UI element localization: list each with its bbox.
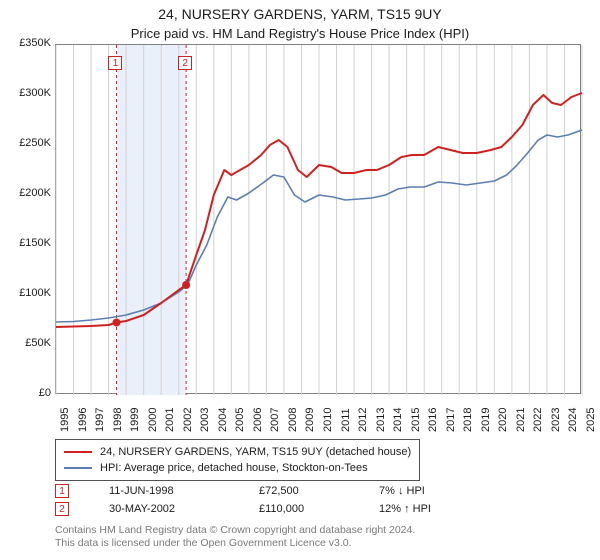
legend-box: 24, NURSERY GARDENS, YARM, TS15 9UY (det… (55, 439, 420, 481)
x-tick-label: 2002 (182, 400, 194, 432)
x-tick-label: 2001 (164, 400, 176, 432)
x-tick-label: 1995 (59, 400, 71, 432)
y-tick-label: £350K (7, 37, 51, 49)
x-tick-label: 2021 (515, 400, 527, 432)
x-tick-label: 2016 (427, 400, 439, 432)
sales-row-date: 11-JUN-1998 (109, 485, 219, 497)
footer-line1: Contains HM Land Registry data © Crown c… (55, 524, 415, 537)
x-tick-label: 2015 (410, 400, 422, 432)
sales-row-delta: 12% ↑ HPI (379, 503, 431, 515)
x-tick-label: 2003 (199, 400, 211, 432)
legend-item-series2: HPI: Average price, detached house, Stoc… (64, 460, 411, 476)
legend-swatch-series2 (64, 467, 92, 469)
y-tick-label: £150K (7, 237, 51, 249)
sales-row-date: 30-MAY-2002 (109, 503, 219, 515)
x-tick-label: 2005 (234, 400, 246, 432)
sales-row-price: £72,500 (259, 485, 339, 497)
legend-label-series2: HPI: Average price, detached house, Stoc… (100, 462, 368, 474)
y-tick-label: £100K (7, 287, 51, 299)
x-tick-label: 2006 (252, 400, 264, 432)
y-tick-label: £50K (7, 337, 51, 349)
chart-titles: 24, NURSERY GARDENS, YARM, TS15 9UY Pric… (0, 0, 600, 42)
footer-attribution: Contains HM Land Registry data © Crown c… (55, 524, 415, 550)
sale-marker-dot (112, 319, 120, 327)
x-tick-label: 2025 (585, 400, 597, 432)
x-tick-label: 1998 (112, 400, 124, 432)
x-tick-label: 2018 (462, 400, 474, 432)
x-tick-label: 2014 (392, 400, 404, 432)
x-tick-label: 2000 (147, 400, 159, 432)
chart-title-address: 24, NURSERY GARDENS, YARM, TS15 9UY (0, 6, 600, 24)
x-tick-label: 2020 (497, 400, 509, 432)
sales-row: 2 30-MAY-2002 £110,000 12% ↑ HPI (55, 500, 431, 518)
x-tick-label: 2023 (550, 400, 562, 432)
x-tick-label: 2009 (304, 400, 316, 432)
y-tick-label: £250K (7, 137, 51, 149)
x-tick-label: 2007 (269, 400, 281, 432)
sale-marker-box: 1 (108, 56, 122, 70)
legend-item-series1: 24, NURSERY GARDENS, YARM, TS15 9UY (det… (64, 444, 411, 460)
y-tick-label: £0 (7, 387, 51, 399)
x-tick-label: 1996 (77, 400, 89, 432)
x-tick-label: 2004 (217, 400, 229, 432)
sales-table: 1 11-JUN-1998 £72,500 7% ↓ HPI 2 30-MAY-2002 £… (55, 482, 431, 518)
sale-marker-box: 2 (178, 56, 192, 70)
x-tick-label: 2011 (340, 400, 352, 432)
legend-swatch-series1 (64, 451, 92, 453)
footer-line2: This data is licensed under the Open Gov… (55, 537, 415, 550)
sale-range-band (116, 45, 186, 395)
sale-marker-dot (182, 281, 190, 289)
y-tick-label: £300K (7, 87, 51, 99)
x-tick-label: 2022 (532, 400, 544, 432)
x-tick-label: 2017 (445, 400, 457, 432)
plot-svg (56, 45, 582, 395)
legend-label-series1: 24, NURSERY GARDENS, YARM, TS15 9UY (det… (100, 446, 411, 458)
x-tick-label: 2010 (322, 400, 334, 432)
sales-row-marker: 1 (55, 484, 69, 498)
x-tick-label: 2008 (287, 400, 299, 432)
sales-row-price: £110,000 (259, 503, 339, 515)
plot-area (55, 44, 581, 394)
x-tick-label: 2012 (357, 400, 369, 432)
x-tick-label: 2013 (375, 400, 387, 432)
chart-container: 24, NURSERY GARDENS, YARM, TS15 9UY Pric… (0, 0, 600, 560)
x-tick-label: 2019 (480, 400, 492, 432)
chart-title-sub: Price paid vs. HM Land Registry's House … (0, 24, 600, 42)
sales-row-marker: 2 (55, 502, 69, 516)
x-tick-label: 2024 (567, 400, 579, 432)
sales-row: 1 11-JUN-1998 £72,500 7% ↓ HPI (55, 482, 431, 500)
x-tick-label: 1997 (94, 400, 106, 432)
sales-row-delta: 7% ↓ HPI (379, 485, 425, 497)
y-tick-label: £200K (7, 187, 51, 199)
x-tick-label: 1999 (129, 400, 141, 432)
